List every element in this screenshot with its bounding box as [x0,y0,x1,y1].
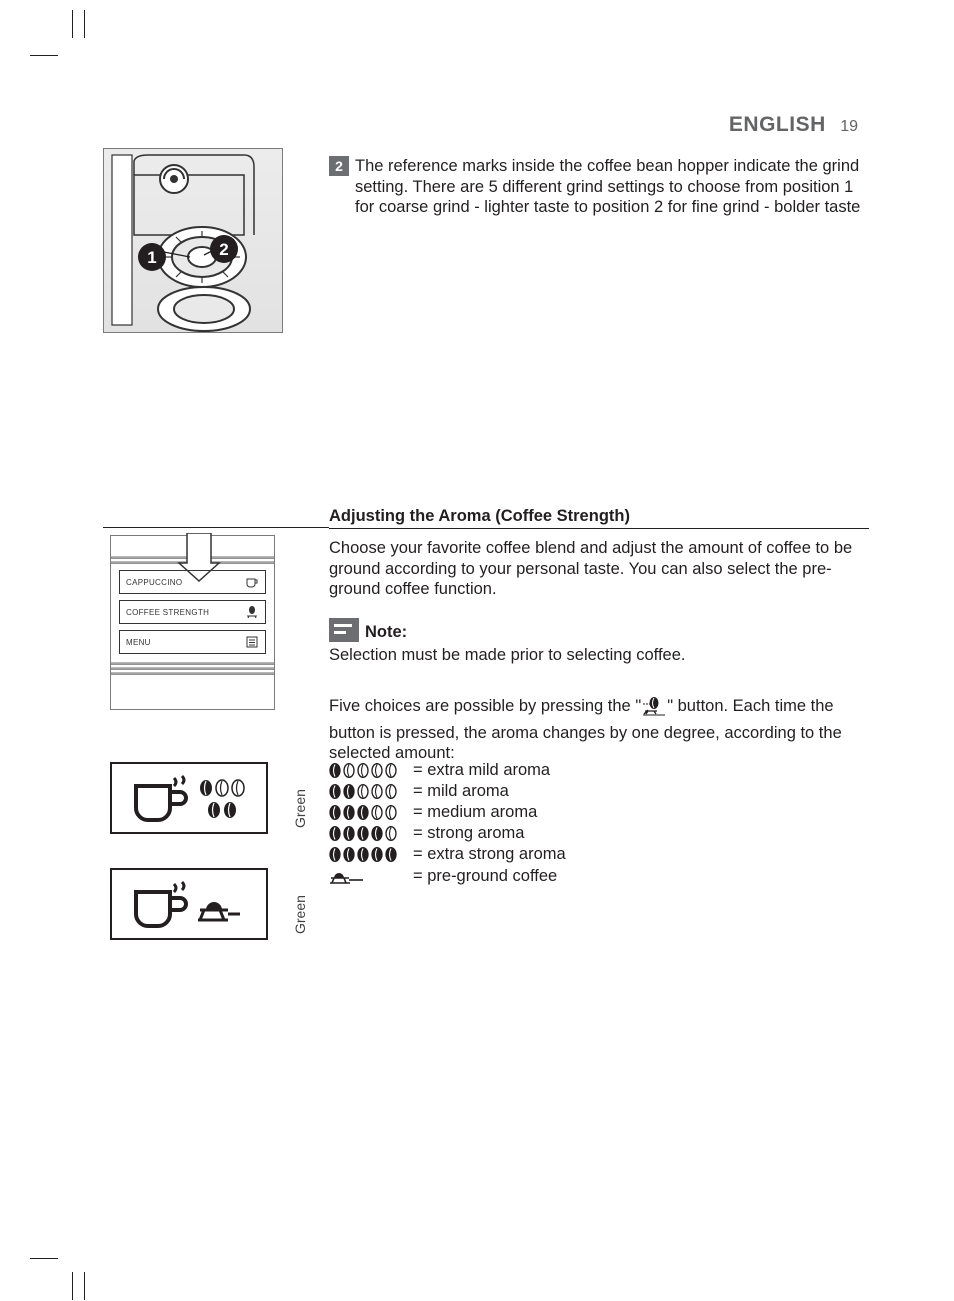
list-icon [245,635,259,649]
panel-button-label: MENU [126,638,151,647]
aroma-level-row: = mild aroma [329,781,869,802]
figure-grinder: 1 2 [103,148,283,333]
grinder-illustration: 1 2 [104,149,282,332]
panel-button-menu: MENU [119,630,266,654]
figure-display-beans [110,762,268,834]
bean-icons [329,847,407,862]
aroma-level-row: = extra mild aroma [329,760,869,781]
manual-page: ENGLISH 19 1 2 [0,0,954,1301]
section-heading: Adjusting the Aroma (Coffee Strength) [329,507,869,529]
display-cup-beans-icon [112,764,266,832]
bean-icons [329,763,407,778]
note-body: Selection must be made prior to selectin… [329,646,869,665]
bean-icons [329,805,407,820]
language-label: ENGLISH [729,113,826,136]
display-color-label: Green [292,789,308,828]
step-block: 2 The reference marks inside the coffee b… [329,156,869,218]
aroma-level-row: = medium aroma [329,802,869,823]
panel-button-label: COFFEE STRENGTH [126,608,209,617]
figure-display-preground [110,868,268,940]
step-text-line2: setting. There are 5 different grind set… [355,177,869,198]
step-text-line1: The reference marks inside the coffee be… [355,157,859,175]
aroma-level-label: = medium aroma [413,802,537,823]
crop-mark [84,1272,85,1300]
bean-icons [329,784,407,799]
crop-mark [72,10,73,38]
step-number-badge: 2 [329,156,349,176]
aroma-level-row: = extra strong aroma [329,844,869,865]
page-number: 19 [840,118,858,135]
note-label: Note: [365,623,407,641]
bean-icons [329,826,407,841]
aroma-level-label: = extra mild aroma [413,760,550,781]
aroma-level-row: = strong aroma [329,823,869,844]
aroma-level-label: = strong aroma [413,823,524,844]
figure-control-panel: CAPPUCCINO COFFEE STRENGTH MENU [110,535,275,710]
note-block: Note: Selection must be made prior to se… [329,618,869,665]
step-text-line3: for coarse grind - lighter taste to posi… [355,197,869,218]
marker-2: 2 [219,240,228,259]
crop-mark [84,10,85,38]
choices-paragraph: Five choices are possible by pressing th… [329,696,869,764]
heading-rule-extension [103,527,329,528]
crop-mark [72,1272,73,1300]
aroma-level-label: = extra strong aroma [413,844,566,865]
panel-button-coffee-strength: COFFEE STRENGTH [119,600,266,624]
panel-button-cappuccino: CAPPUCCINO [119,570,266,594]
page-header: ENGLISH 19 [729,113,858,137]
aroma-preground-row: = pre-ground coffee [329,866,869,887]
aroma-level-label: = mild aroma [413,781,509,802]
cup-icon [245,575,259,589]
marker-1: 1 [147,248,156,267]
crop-mark [30,55,58,56]
scoop-icon [329,869,407,884]
panel-button-label: CAPPUCCINO [126,578,182,587]
crop-mark [30,1258,58,1259]
bean-scoop-icon [245,605,259,619]
display-cup-scoop-icon [112,870,266,938]
preground-label: = pre-ground coffee [413,866,557,887]
intro-paragraph: Choose your favorite coffee blend and ad… [329,538,869,600]
choices-text-a: Five choices are possible by pressing th… [329,697,641,715]
aroma-levels-list: = extra mild aroma= mild aroma= medium a… [329,760,869,887]
display-color-label: Green [292,895,308,934]
coffee-strength-button-icon [641,697,667,723]
note-icon [329,618,359,642]
